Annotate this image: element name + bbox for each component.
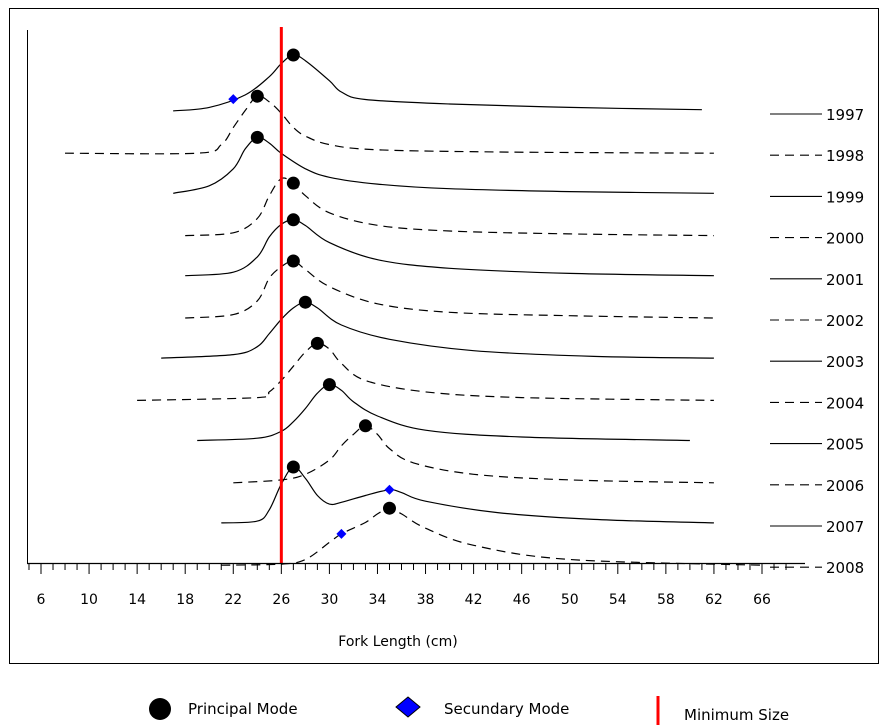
series-label-2008: 2008 bbox=[826, 559, 864, 577]
series-curve-2002 bbox=[185, 260, 714, 319]
x-tick-marks bbox=[28, 564, 787, 574]
principal-mode-marker-2007 bbox=[286, 460, 300, 474]
x-axis: 6 10 14 18 22 26 30 34 38 42 46 50 54 58 62 66 Fork Len… bbox=[27, 30, 805, 650]
series-label-2007: 2007 bbox=[826, 518, 864, 536]
x-tick-label: 34 bbox=[369, 592, 387, 608]
series-label-1997: 1997 bbox=[826, 106, 864, 124]
series-label-2006: 2006 bbox=[826, 477, 864, 495]
x-tick-label: 38 bbox=[417, 592, 435, 608]
legend-secondary-mode-marker bbox=[395, 696, 421, 718]
x-tick-label: 10 bbox=[80, 592, 98, 608]
principal-mode-marker-2001 bbox=[286, 213, 300, 227]
series-label-1998: 1998 bbox=[826, 147, 864, 165]
legend: Principal Mode Secundary Mode Minimum Si… bbox=[149, 696, 789, 725]
x-tick-label: 30 bbox=[320, 592, 338, 608]
x-tick-label: 66 bbox=[753, 592, 771, 608]
mode-markers bbox=[228, 48, 396, 539]
chart-border bbox=[9, 8, 879, 664]
series-curve-2000 bbox=[185, 177, 714, 237]
series-label-1999: 1999 bbox=[826, 188, 864, 206]
x-tick-label: 62 bbox=[705, 592, 723, 608]
secondary-mode-marker-1997 bbox=[228, 94, 239, 105]
series-label-2001: 2001 bbox=[826, 271, 864, 289]
x-tick-label: 18 bbox=[176, 592, 194, 608]
x-tick-label: 6 bbox=[37, 592, 46, 608]
legend-minimum-size-label: Minimum Size bbox=[684, 706, 789, 724]
series-curve-2008 bbox=[221, 507, 763, 566]
principal-mode-marker-1998 bbox=[250, 89, 264, 103]
principal-mode-marker-1997 bbox=[286, 48, 300, 62]
series-curve-2004 bbox=[137, 342, 714, 401]
x-tick-label: 26 bbox=[272, 592, 290, 608]
x-tick-label: 42 bbox=[465, 592, 483, 608]
legend-secondary-mode-label: Secundary Mode bbox=[444, 700, 569, 718]
series-label-2004: 2004 bbox=[826, 394, 864, 412]
x-tick-label: 54 bbox=[609, 592, 627, 608]
x-tick-label: 22 bbox=[224, 592, 242, 608]
series-label-2005: 2005 bbox=[826, 436, 864, 454]
principal-mode-marker-2002 bbox=[286, 254, 300, 268]
x-tick-labels: 6 10 14 18 22 26 30 34 38 42 46 50 54 58 62 66 bbox=[37, 592, 771, 608]
series-curve-2007 bbox=[221, 466, 714, 524]
x-tick-label: 50 bbox=[561, 592, 579, 608]
x-tick-label: 14 bbox=[128, 592, 146, 608]
series-label-2003: 2003 bbox=[826, 353, 864, 371]
series-curve-1997 bbox=[173, 54, 702, 112]
principal-mode-marker-2005 bbox=[322, 378, 336, 392]
x-tick-label: 58 bbox=[657, 592, 675, 608]
legend-principal-mode-label: Principal Mode bbox=[188, 700, 298, 718]
x-tick-label: 46 bbox=[513, 592, 531, 608]
x-axis-label: Fork Length (cm) bbox=[338, 634, 457, 650]
series-curve-1999 bbox=[173, 136, 714, 194]
secondary-mode-marker-2008 bbox=[336, 528, 347, 539]
principal-mode-marker-2000 bbox=[286, 176, 300, 190]
principal-mode-marker-2003 bbox=[298, 295, 312, 309]
legend-principal-mode-marker bbox=[149, 698, 171, 720]
series-year-labels: 1997 1998 1999 2000 2001 2002 2003 2004 2005 2006… bbox=[770, 106, 864, 577]
principal-mode-marker-1999 bbox=[250, 130, 264, 144]
series-curve-2001 bbox=[185, 219, 714, 277]
series-label-2000: 2000 bbox=[826, 230, 864, 248]
principal-mode-marker-2004 bbox=[310, 336, 324, 350]
series-label-2002: 2002 bbox=[826, 312, 864, 330]
series-curve-1998 bbox=[64, 95, 714, 155]
secondary-mode-marker-2007 bbox=[384, 484, 395, 495]
principal-mode-marker-2008 bbox=[382, 501, 396, 515]
principal-mode-marker-2006 bbox=[358, 419, 372, 433]
